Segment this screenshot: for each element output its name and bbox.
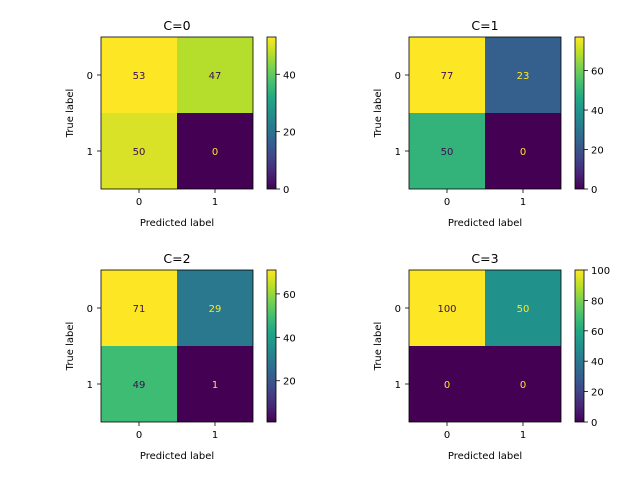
axes-frame xyxy=(408,269,562,423)
chart-title: C=2 xyxy=(163,251,190,266)
axes-frame xyxy=(100,36,254,190)
x-tick-label: 0 xyxy=(444,430,450,441)
colorbar-tick-label: 60 xyxy=(283,290,296,301)
cell-value-label: 71 xyxy=(133,304,146,315)
heatmap-cell xyxy=(409,270,485,346)
cell-value-label: 49 xyxy=(133,380,146,391)
y-tick-label: 0 xyxy=(87,71,93,82)
colorbar-tick-label: 80 xyxy=(591,296,604,307)
heatmap-cell xyxy=(409,346,485,422)
axes-frame xyxy=(100,269,254,423)
colorbar-tick-label: 40 xyxy=(283,70,296,81)
heatmap-cell xyxy=(485,346,561,422)
heatmap-cell xyxy=(409,113,485,189)
cell-value-label: 29 xyxy=(209,304,222,315)
heatmap-cell xyxy=(177,346,253,422)
y-tick-label: 0 xyxy=(395,71,401,82)
cell-value-label: 77 xyxy=(441,71,454,82)
heatmap-cell xyxy=(177,37,253,113)
colorbar-tick-label: 60 xyxy=(591,327,604,338)
cell-value-label: 23 xyxy=(517,71,530,82)
y-axis-label: True label xyxy=(373,89,384,139)
cell-value-label: 47 xyxy=(209,71,222,82)
colorbar-tick-label: 20 xyxy=(591,146,604,157)
y-tick-label: 0 xyxy=(87,304,93,315)
cell-value-label: 50 xyxy=(441,147,454,158)
x-axis-label: Predicted label xyxy=(140,451,214,462)
x-tick-label: 0 xyxy=(444,197,450,208)
colorbar xyxy=(266,36,277,190)
x-tick-label: 1 xyxy=(212,197,218,208)
colorbar-tick-label: 100 xyxy=(591,266,610,277)
confusion-matrix-panel-3: C=3 100 50 0 0 0 1 0 1 Predicted label True label 0… xyxy=(373,251,610,462)
colorbar-tick-label: 0 xyxy=(283,185,289,196)
colorbar-tick-label: 40 xyxy=(591,357,604,368)
heatmap-cell xyxy=(485,270,561,346)
heatmap-cell xyxy=(177,270,253,346)
chart-title: C=0 xyxy=(163,18,190,33)
cell-value-label: 53 xyxy=(133,71,146,82)
cell-value-label: 50 xyxy=(517,304,530,315)
colorbar-tick-label: 20 xyxy=(591,388,604,399)
y-axis-label: True label xyxy=(65,89,76,139)
y-axis-label: True label xyxy=(65,322,76,372)
cell-value-label: 0 xyxy=(520,147,526,158)
axes-frame xyxy=(408,36,562,190)
heatmap-cell xyxy=(409,37,485,113)
x-tick-label: 1 xyxy=(520,430,526,441)
x-axis-label: Predicted label xyxy=(140,218,214,229)
cell-value-label: 0 xyxy=(444,380,450,391)
y-tick-label: 1 xyxy=(87,147,93,158)
colorbar xyxy=(574,36,585,190)
cell-value-label: 0 xyxy=(520,380,526,391)
y-tick-label: 1 xyxy=(395,147,401,158)
heatmap-cell xyxy=(177,113,253,189)
heatmap-cell xyxy=(101,37,177,113)
heatmap-cell xyxy=(101,113,177,189)
colorbar-tick-label: 0 xyxy=(591,418,597,429)
cell-value-label: 50 xyxy=(133,147,146,158)
y-tick-label: 1 xyxy=(395,380,401,391)
x-axis-label: Predicted label xyxy=(448,218,522,229)
chart-title: C=3 xyxy=(471,251,498,266)
y-tick-label: 0 xyxy=(395,304,401,315)
colorbar-tick-label: 0 xyxy=(591,185,597,196)
x-axis-label: Predicted label xyxy=(448,451,522,462)
y-axis-label: True label xyxy=(373,322,384,372)
colorbar-tick-label: 60 xyxy=(591,67,604,78)
colorbar xyxy=(266,269,277,423)
x-tick-label: 1 xyxy=(212,430,218,441)
colorbar-tick-label: 40 xyxy=(591,106,604,117)
cell-value-label: 0 xyxy=(212,147,218,158)
confusion-matrix-panel-2: C=2 71 29 49 1 0 1 0 1 Predicted label True label 2… xyxy=(65,251,296,462)
heatmap-cell xyxy=(101,270,177,346)
confusion-matrix-panel-0: C=0 53 47 50 0 0 1 0 1 Predicted label True label 0… xyxy=(65,18,296,229)
x-tick-label: 0 xyxy=(136,430,142,441)
colorbar xyxy=(574,269,585,423)
colorbar-tick-label: 40 xyxy=(283,333,296,344)
cell-value-label: 1 xyxy=(212,380,218,391)
confusion-matrix-panel-1: C=1 77 23 50 0 0 1 0 1 Predicted label True label 0… xyxy=(373,18,604,229)
heatmap-cell xyxy=(485,37,561,113)
colorbar-tick-label: 20 xyxy=(283,128,296,139)
cell-value-label: 100 xyxy=(437,304,456,315)
heatmap-cell xyxy=(485,113,561,189)
colorbar-tick-label: 20 xyxy=(283,377,296,388)
y-tick-label: 1 xyxy=(87,380,93,391)
heatmap-cell xyxy=(101,346,177,422)
x-tick-label: 0 xyxy=(136,197,142,208)
chart-title: C=1 xyxy=(471,18,498,33)
x-tick-label: 1 xyxy=(520,197,526,208)
